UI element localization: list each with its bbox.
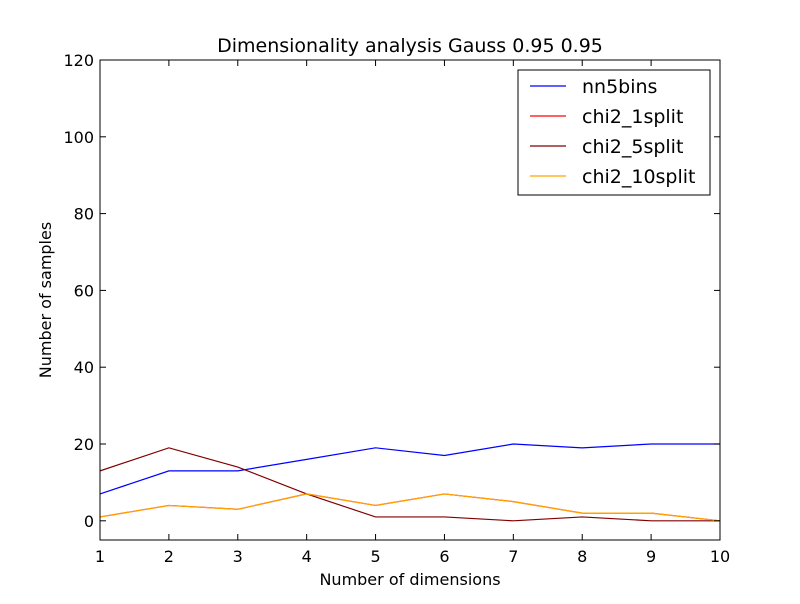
x-tick-label: 2: [164, 547, 174, 566]
series-line-chi2_5split: [99, 447, 720, 522]
series-line-chi2_10split: [99, 493, 721, 522]
legend-label-chi2_5split: chi2_5split: [582, 136, 683, 158]
legend-items: nn5bins chi2_1split chi2_5split chi2_10spli…: [530, 76, 696, 188]
series-layer: [99, 443, 721, 522]
y-tick-label: 100: [63, 128, 94, 147]
x-tick-label: 8: [577, 547, 587, 566]
x-tick-label: 6: [439, 547, 449, 566]
x-tick-label: 3: [233, 547, 243, 566]
y-axis-label: Number of samples: [36, 222, 55, 378]
y-tick-label: 20: [74, 435, 94, 454]
y-tick-label: 60: [74, 281, 94, 300]
legend-frame: [517, 69, 711, 196]
legend-label-chi2_10split: chi2_10split: [582, 166, 696, 188]
plot-frame: [99, 59, 721, 541]
x-tick-label: 4: [302, 547, 312, 566]
x-tick-label: 10: [710, 547, 730, 566]
x-tick-label: 7: [508, 547, 518, 566]
y-tick-label: 120: [63, 51, 94, 70]
legend-label-chi2_1split: chi2_1split: [582, 106, 683, 128]
x-tick-label: 9: [646, 547, 656, 566]
legend: nn5bins chi2_1split chi2_5split chi2_10spli…: [517, 69, 711, 196]
chart-title: Dimensionality analysis Gauss 0.95 0.95: [217, 35, 603, 57]
y-tick-label: 0: [84, 512, 94, 531]
y-tick-label: 40: [74, 358, 94, 377]
series-line-nn5bins: [99, 443, 720, 495]
x-axis-label: Number of dimensions: [319, 570, 500, 589]
y-tick-label: 80: [74, 205, 94, 224]
x-tick-label: 1: [95, 547, 105, 566]
legend-label-nn5bins: nn5bins: [582, 76, 657, 98]
x-tick-label: 5: [370, 547, 380, 566]
